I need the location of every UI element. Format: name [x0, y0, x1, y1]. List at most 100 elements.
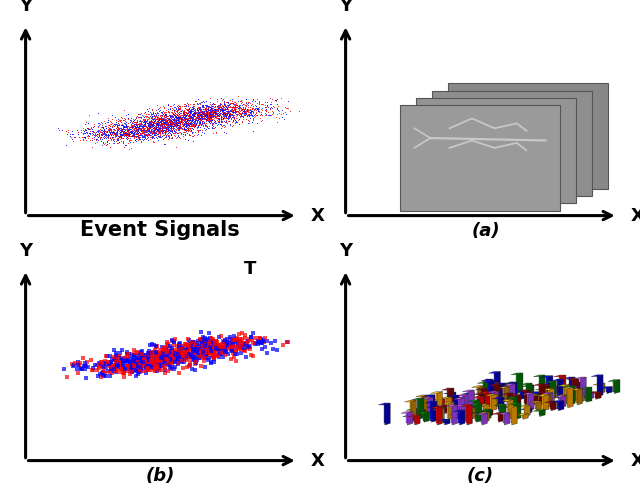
Polygon shape: [533, 394, 540, 401]
Polygon shape: [527, 383, 532, 402]
Polygon shape: [486, 392, 491, 408]
Polygon shape: [557, 401, 564, 409]
Polygon shape: [576, 389, 582, 403]
Polygon shape: [460, 405, 467, 420]
Polygon shape: [507, 403, 519, 405]
Polygon shape: [541, 389, 547, 401]
Polygon shape: [561, 387, 573, 389]
Polygon shape: [559, 379, 564, 399]
Polygon shape: [575, 382, 580, 396]
Polygon shape: [504, 384, 515, 386]
Polygon shape: [431, 392, 442, 393]
Polygon shape: [481, 379, 493, 381]
Polygon shape: [518, 405, 530, 407]
Polygon shape: [416, 395, 428, 397]
Polygon shape: [430, 401, 437, 420]
Polygon shape: [525, 405, 530, 416]
Polygon shape: [455, 405, 467, 406]
Polygon shape: [424, 412, 429, 422]
Polygon shape: [453, 410, 465, 412]
Polygon shape: [520, 390, 527, 398]
Polygon shape: [435, 398, 446, 400]
Polygon shape: [490, 380, 495, 402]
Polygon shape: [409, 415, 415, 422]
Polygon shape: [529, 401, 541, 403]
Polygon shape: [484, 412, 489, 422]
Polygon shape: [500, 383, 506, 396]
Bar: [448, 83, 608, 189]
Polygon shape: [447, 397, 452, 411]
Polygon shape: [504, 413, 509, 425]
Text: (b): (b): [145, 467, 175, 485]
Polygon shape: [406, 409, 418, 410]
Polygon shape: [486, 409, 491, 419]
Polygon shape: [552, 379, 564, 381]
Polygon shape: [468, 400, 480, 401]
Polygon shape: [573, 395, 584, 397]
Polygon shape: [486, 382, 499, 384]
Polygon shape: [494, 383, 506, 385]
Polygon shape: [561, 390, 573, 391]
Polygon shape: [498, 413, 509, 415]
Polygon shape: [499, 383, 506, 395]
Polygon shape: [546, 376, 552, 392]
Polygon shape: [544, 395, 550, 406]
Polygon shape: [508, 393, 513, 408]
Polygon shape: [565, 386, 577, 388]
Polygon shape: [522, 393, 534, 394]
Polygon shape: [509, 394, 521, 396]
Polygon shape: [545, 385, 550, 396]
Polygon shape: [596, 392, 601, 399]
Polygon shape: [510, 405, 515, 416]
Polygon shape: [433, 406, 438, 419]
Polygon shape: [502, 399, 513, 401]
Polygon shape: [522, 385, 534, 387]
Polygon shape: [539, 395, 550, 397]
Polygon shape: [588, 392, 594, 398]
Polygon shape: [523, 414, 528, 419]
Polygon shape: [401, 412, 413, 413]
Polygon shape: [438, 409, 444, 420]
Polygon shape: [496, 385, 508, 387]
Polygon shape: [429, 395, 435, 412]
Polygon shape: [547, 392, 552, 405]
Polygon shape: [457, 394, 468, 396]
Polygon shape: [493, 391, 499, 408]
Polygon shape: [570, 377, 575, 393]
Polygon shape: [515, 403, 521, 419]
Polygon shape: [477, 386, 483, 395]
Polygon shape: [481, 388, 487, 401]
Polygon shape: [549, 389, 554, 402]
Polygon shape: [552, 401, 564, 402]
Polygon shape: [440, 397, 452, 399]
Polygon shape: [567, 378, 579, 380]
Polygon shape: [498, 387, 509, 389]
Polygon shape: [606, 387, 612, 392]
Polygon shape: [432, 406, 438, 417]
Text: (a): (a): [472, 222, 500, 240]
Polygon shape: [596, 375, 603, 395]
Polygon shape: [488, 371, 500, 373]
Polygon shape: [559, 375, 566, 395]
Polygon shape: [419, 398, 424, 419]
Polygon shape: [420, 410, 426, 416]
Polygon shape: [548, 389, 554, 401]
Polygon shape: [492, 391, 499, 406]
Polygon shape: [572, 386, 577, 402]
Polygon shape: [539, 410, 545, 415]
Polygon shape: [444, 392, 456, 394]
Polygon shape: [488, 379, 493, 393]
Polygon shape: [556, 395, 568, 396]
Polygon shape: [511, 406, 517, 423]
Polygon shape: [512, 397, 517, 414]
Polygon shape: [545, 381, 556, 383]
Polygon shape: [532, 396, 538, 405]
Polygon shape: [569, 382, 580, 384]
Polygon shape: [501, 385, 508, 392]
Polygon shape: [479, 393, 485, 403]
Polygon shape: [462, 394, 468, 406]
Polygon shape: [476, 413, 487, 415]
Polygon shape: [427, 397, 433, 415]
Polygon shape: [490, 394, 497, 409]
Polygon shape: [476, 404, 482, 422]
